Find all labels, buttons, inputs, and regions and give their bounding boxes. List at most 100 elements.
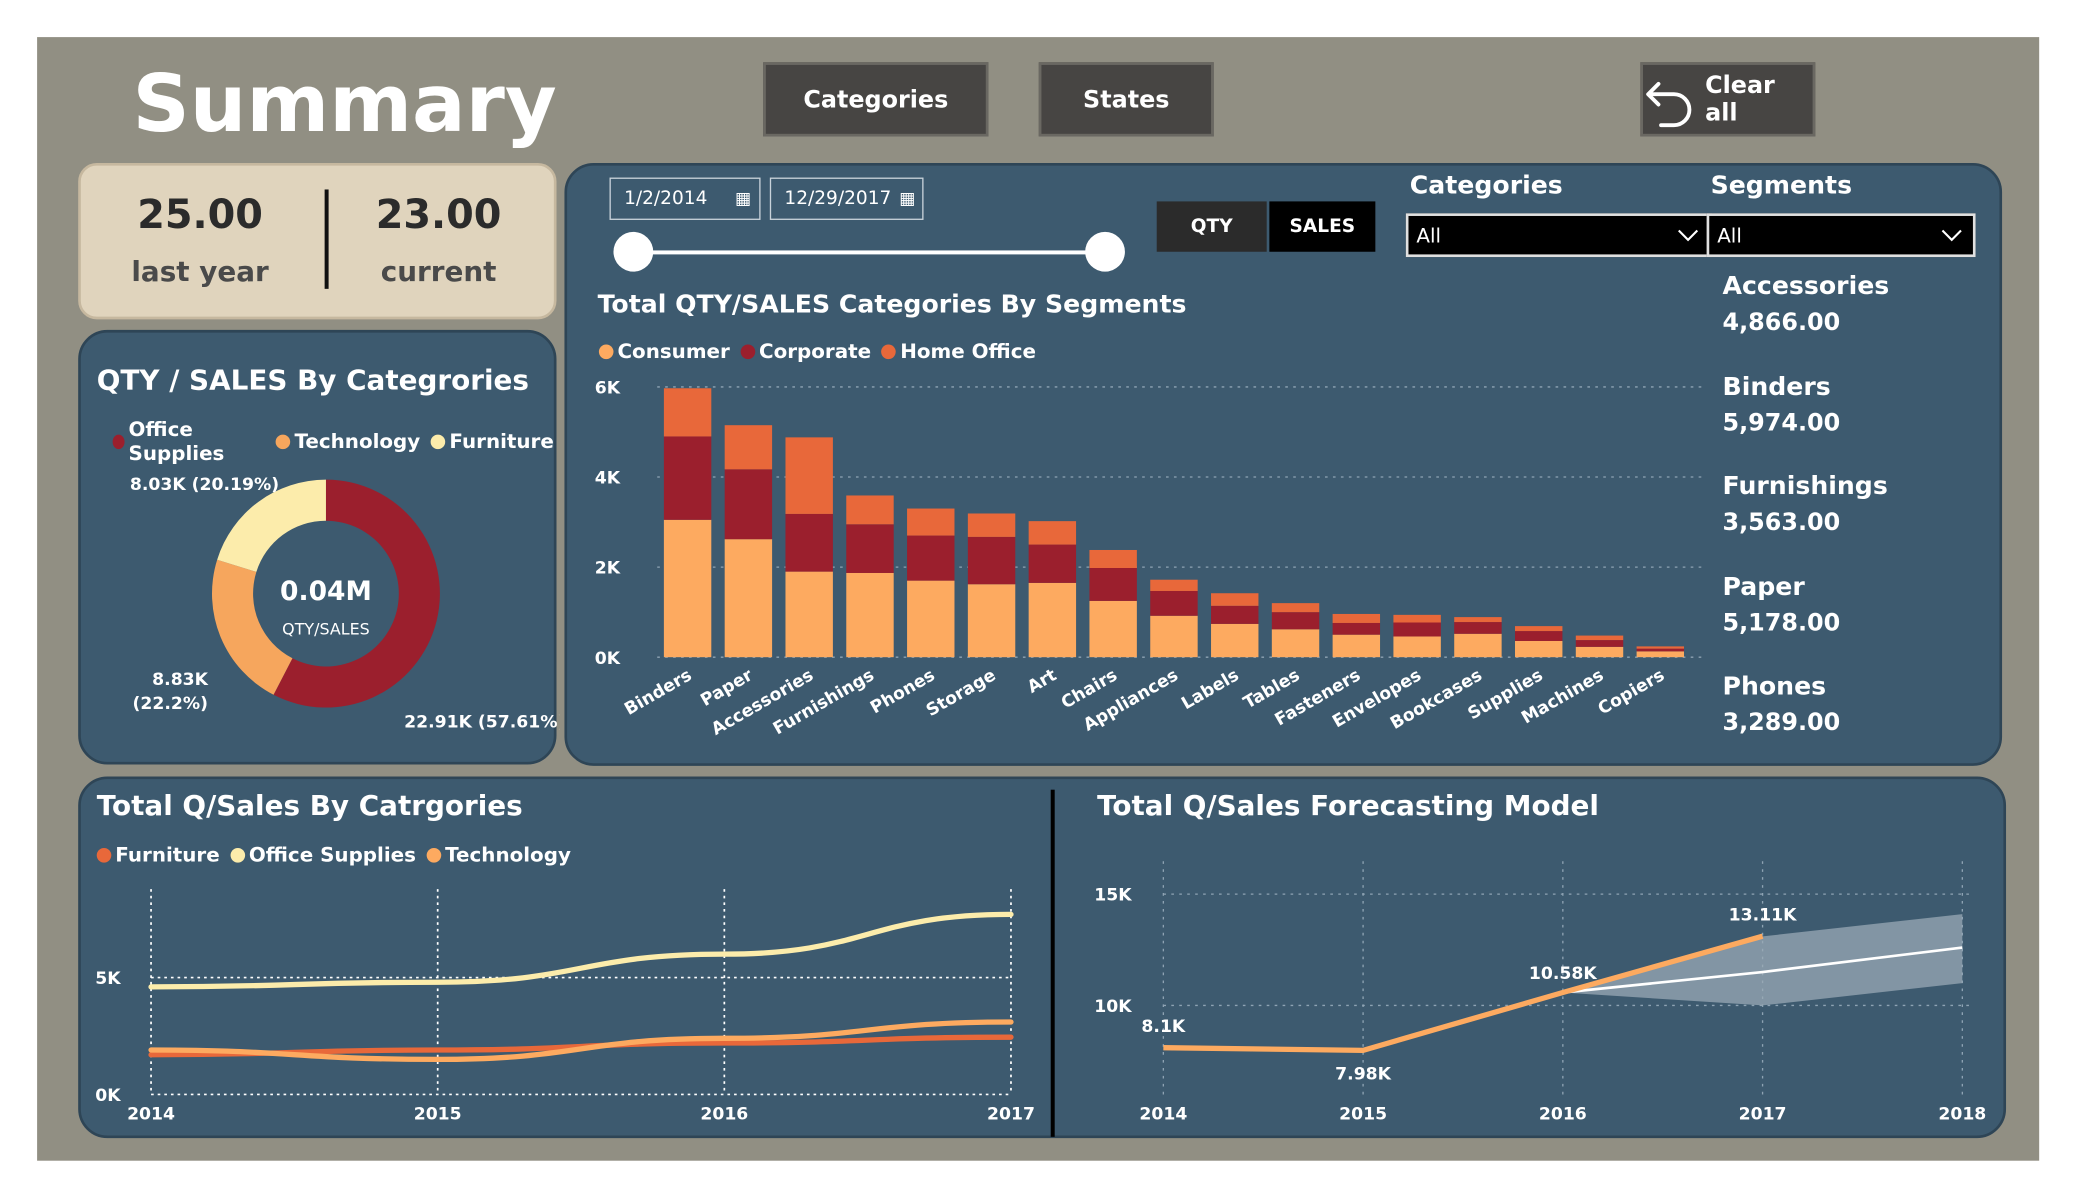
sales-toggle-button[interactable]: SALES: [1269, 201, 1376, 252]
bar-appliances-consumer[interactable]: [1150, 615, 1198, 658]
bar-labels-consumer[interactable]: [1211, 623, 1259, 658]
bar-x-label: Binders: [621, 665, 695, 719]
bar-bookcases-consumer[interactable]: [1454, 633, 1502, 658]
bar-fasteners-corporate[interactable]: [1332, 622, 1381, 635]
bar-envelopes-consumer[interactable]: [1393, 636, 1441, 658]
bar-paper-corporate[interactable]: [724, 469, 773, 540]
bar-accessories-home-office[interactable]: [785, 437, 833, 514]
bar-bookcases-corporate[interactable]: [1454, 622, 1502, 634]
donut-panel: QTY / SALES By Categrories Office Suppli…: [78, 329, 559, 765]
bar-chairs-corporate[interactable]: [1089, 568, 1137, 601]
bar-binders-consumer[interactable]: [663, 519, 712, 658]
subcategory-label: Paper: [1722, 571, 1805, 601]
bar-phones-consumer[interactable]: [907, 580, 955, 658]
legend-corporate[interactable]: Corporate: [740, 339, 871, 363]
bar-labels-home-office[interactable]: [1211, 593, 1259, 606]
date-slider-end-handle[interactable]: [1085, 231, 1125, 272]
bar-art-home-office[interactable]: [1028, 521, 1077, 545]
actual-line[interactable]: [1163, 933, 1764, 1054]
legend-office-supplies[interactable]: Office Supplies: [112, 417, 266, 465]
bar-phones-corporate[interactable]: [907, 535, 955, 581]
clear-all-button[interactable]: Clear all: [1640, 62, 1816, 137]
start-date-input[interactable]: 1/2/2014 ▦: [609, 177, 761, 220]
sales-toggle-label: SALES: [1289, 215, 1356, 238]
legend-home-office[interactable]: Home Office: [881, 339, 1036, 363]
bar-legend: Consumer Corporate Home Office: [598, 339, 1036, 363]
bar-accessories-corporate[interactable]: [785, 513, 833, 572]
bar-storage-corporate[interactable]: [967, 536, 1016, 585]
bar-envelopes-corporate[interactable]: [1393, 622, 1441, 637]
bar-machines-corporate[interactable]: [1575, 640, 1624, 647]
bar-fasteners-home-office[interactable]: [1332, 613, 1381, 623]
bar-labels-corporate[interactable]: [1211, 605, 1259, 624]
bar-machines-consumer[interactable]: [1575, 646, 1624, 658]
bar-accessories-consumer[interactable]: [785, 571, 833, 658]
bar-paper-consumer[interactable]: [724, 539, 773, 658]
bar-envelopes-home-office[interactable]: [1393, 614, 1441, 623]
legend-furniture-line[interactable]: Furniture: [96, 843, 220, 867]
subcategory-item: Binders 5,974.00: [1723, 372, 1841, 437]
bar-storage-home-office[interactable]: [967, 513, 1016, 537]
bar-machines-home-office[interactable]: [1575, 635, 1624, 641]
bar-furnishings-home-office[interactable]: [846, 495, 894, 525]
bar-supplies-home-office[interactable]: [1515, 626, 1563, 632]
donut-slice-technology[interactable]: [211, 559, 293, 695]
segments-dropdown[interactable]: All: [1706, 213, 1976, 258]
bar-tables-consumer[interactable]: [1271, 629, 1320, 658]
bar-x-label: Labels: [1178, 665, 1242, 714]
donut-slice-office-supplies[interactable]: [273, 479, 440, 708]
corporate-swatch: [740, 343, 756, 359]
categories-nav-button[interactable]: Categories: [763, 62, 989, 137]
bar-phones-home-office[interactable]: [907, 508, 955, 536]
subcategory-value: 5,178.00: [1722, 608, 1841, 637]
subcategory-value: 3,563.00: [1722, 508, 1841, 537]
forecast-data-label: 8.1K: [1141, 1017, 1186, 1037]
bar-supplies-corporate[interactable]: [1515, 631, 1563, 641]
legend-consumer[interactable]: Consumer: [598, 339, 730, 363]
bar-furnishings-corporate[interactable]: [846, 524, 894, 573]
subcategory-label: Phones: [1722, 671, 1827, 701]
technology-swatch: [275, 433, 291, 449]
bar-appliances-home-office[interactable]: [1150, 579, 1198, 591]
donut-slice-furniture[interactable]: [217, 479, 326, 572]
bar-bookcases-home-office[interactable]: [1454, 617, 1502, 623]
office-supplies-swatch: [112, 433, 125, 449]
date-slider-start-handle[interactable]: [613, 231, 654, 272]
bar-furnishings-consumer[interactable]: [846, 572, 894, 658]
bar-binders-corporate[interactable]: [663, 436, 712, 520]
bar-storage-consumer[interactable]: [967, 584, 1016, 658]
bar-supplies-consumer[interactable]: [1515, 640, 1563, 658]
legend-technology-line[interactable]: Technology: [426, 843, 571, 867]
bar-art-consumer[interactable]: [1028, 582, 1077, 658]
forecast-line[interactable]: [1562, 946, 1963, 994]
legend-technology[interactable]: Technology: [275, 429, 420, 453]
categories-dropdown-value: All: [1416, 223, 1442, 248]
bar-art-corporate[interactable]: [1028, 544, 1077, 583]
bar-binders-home-office[interactable]: [663, 388, 712, 437]
bar-x-label: Copiers: [1595, 665, 1668, 719]
bar-fasteners-consumer[interactable]: [1332, 634, 1381, 658]
bar-y-tick: 6K: [595, 379, 621, 399]
legend-office-supplies-line[interactable]: Office Supplies: [230, 843, 416, 867]
bar-tables-home-office[interactable]: [1271, 603, 1320, 613]
forecast-x-tick: 2014: [1139, 1105, 1187, 1125]
qty-toggle-button[interactable]: QTY: [1156, 201, 1267, 252]
bar-copiers-consumer[interactable]: [1636, 651, 1685, 658]
technology-line-swatch: [426, 847, 442, 862]
line-series-office-supplies[interactable]: [148, 911, 1014, 990]
bar-chairs-consumer[interactable]: [1089, 600, 1137, 658]
bar-copiers-corporate[interactable]: [1636, 648, 1685, 652]
bar-paper-home-office[interactable]: [724, 425, 773, 470]
legend-furniture[interactable]: Furniture: [430, 429, 554, 453]
bar-appliances-corporate[interactable]: [1150, 590, 1198, 616]
bar-chairs-home-office[interactable]: [1089, 549, 1137, 569]
page-title: Summary: [132, 58, 557, 152]
bar-tables-corporate[interactable]: [1271, 612, 1320, 630]
subcategory-value: 5,974.00: [1722, 408, 1841, 437]
categories-dropdown[interactable]: All: [1405, 213, 1712, 258]
bar-copiers-home-office[interactable]: [1636, 646, 1685, 649]
line-series-technology[interactable]: [148, 1019, 1014, 1063]
end-date-input[interactable]: 12/29/2017 ▦: [769, 177, 924, 220]
states-nav-button[interactable]: States: [1038, 62, 1214, 137]
